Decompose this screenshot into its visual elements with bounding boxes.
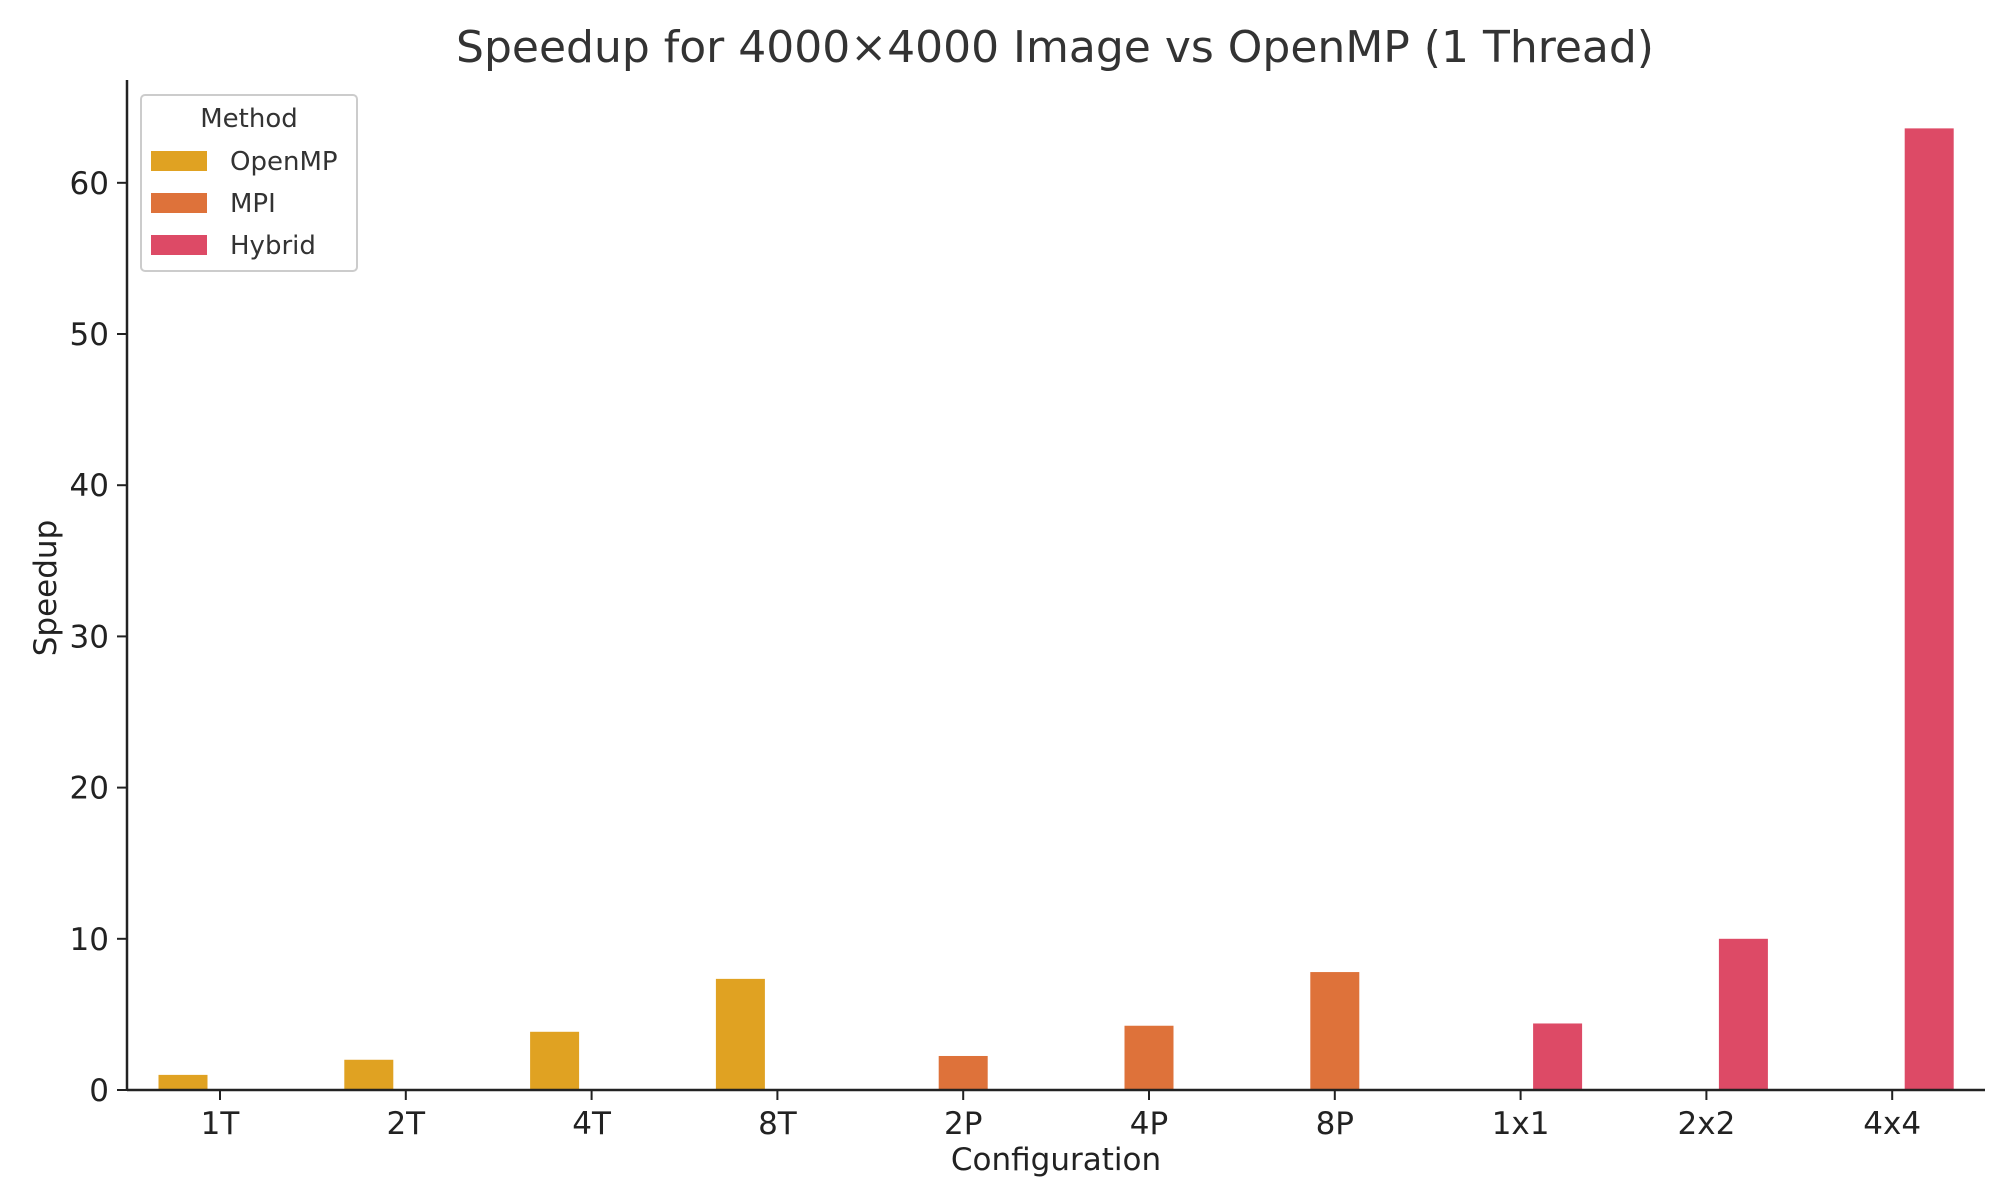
- x-tick-label: 2T: [386, 1106, 426, 1142]
- legend-label-hybrid: Hybrid: [230, 231, 316, 261]
- legend-swatch-openmp: [151, 151, 207, 171]
- x-tick-label: 4x4: [1863, 1106, 1921, 1142]
- x-tick-label: 4T: [572, 1106, 612, 1142]
- legend-label-openmp: OpenMP: [230, 147, 338, 177]
- bar-openmp-2t: [344, 1059, 394, 1090]
- plot-area: 0 10 20 30 40 50 60 1T 2T 4T 8T 2P 4P 8P 1x1 2x2 4x4: [70, 128, 1954, 1142]
- bar-openmp-8t: [715, 978, 765, 1090]
- x-tick-label: 2P: [944, 1106, 982, 1142]
- x-tick-label: 4P: [1130, 1106, 1168, 1142]
- x-tick-label: 1x1: [1492, 1106, 1550, 1142]
- y-tick-label: 60: [70, 166, 109, 202]
- y-tick-label: 20: [70, 771, 109, 807]
- x-tick-label: 8P: [1316, 1106, 1354, 1142]
- x-tick-label: 2x2: [1678, 1106, 1736, 1142]
- y-axis-label: Speedup: [28, 520, 64, 657]
- bar-hybrid-2x2: [1718, 938, 1768, 1090]
- bar-hybrid-4x4: [1904, 128, 1954, 1090]
- bar-hybrid-1x1: [1533, 1023, 1583, 1090]
- y-tick-label: 30: [70, 619, 109, 655]
- y-tick-label: 10: [70, 922, 109, 958]
- x-tick-label: 1T: [201, 1106, 241, 1142]
- legend-label-mpi: MPI: [230, 189, 276, 219]
- y-tick-label: 0: [89, 1073, 109, 1109]
- chart-title: Speedup for 4000×4000 Image vs OpenMP (1…: [456, 22, 1654, 73]
- legend-swatch-mpi: [151, 193, 207, 213]
- legend-title: Method: [200, 104, 298, 134]
- bar-mpi-2p: [938, 1055, 988, 1090]
- bar-openmp-1t: [158, 1074, 208, 1090]
- legend-swatch-hybrid: [151, 235, 207, 255]
- x-tick-label: 8T: [758, 1106, 798, 1142]
- y-tick-label: 50: [70, 317, 109, 353]
- legend: Method OpenMP MPI Hybrid: [140, 94, 358, 272]
- bar-mpi-4p: [1124, 1025, 1174, 1090]
- y-tick-label: 40: [70, 468, 109, 504]
- bar-openmp-4t: [530, 1031, 580, 1090]
- x-axis-label: Configuration: [951, 1142, 1161, 1178]
- legend-frame: [140, 94, 358, 272]
- bar-mpi-8p: [1310, 972, 1360, 1090]
